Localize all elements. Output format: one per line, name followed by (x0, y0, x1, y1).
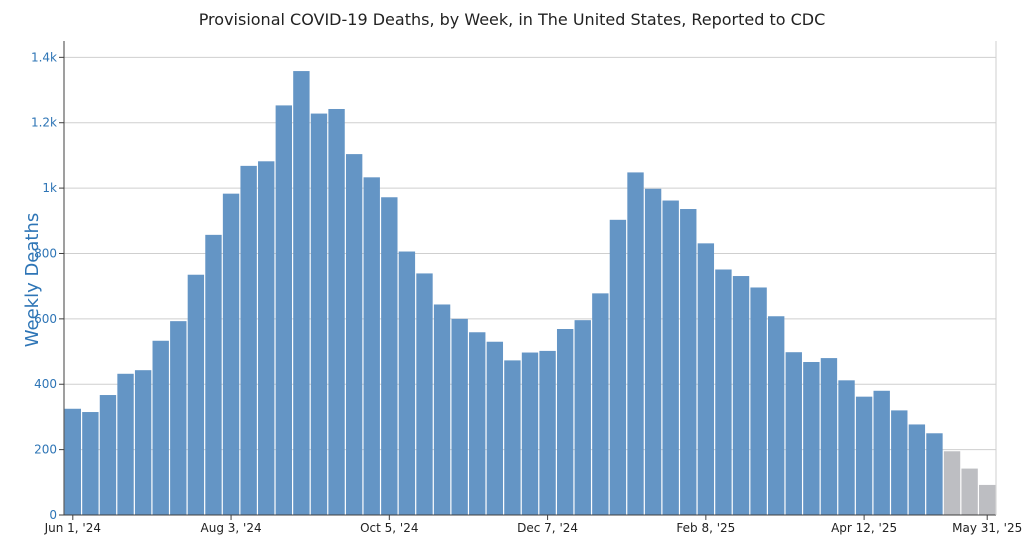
bar-2[interactable] (99, 395, 117, 515)
y-tick-label-4: 800 (34, 246, 57, 260)
bar-8[interactable] (205, 234, 222, 515)
bar-18[interactable] (381, 197, 398, 515)
bar-6[interactable] (170, 321, 187, 515)
bar-47[interactable] (891, 410, 908, 515)
bar-50[interactable] (943, 451, 961, 515)
y-tick-label-6: 1.2k (31, 116, 57, 130)
bar-20[interactable] (416, 273, 433, 515)
bar-21[interactable] (433, 304, 451, 515)
bar-43[interactable] (820, 358, 838, 515)
bar-42[interactable] (803, 362, 820, 515)
bar-41[interactable] (785, 352, 802, 515)
bar-44[interactable] (838, 380, 855, 515)
x-tick-label-4: Feb 8, '25 (676, 521, 735, 535)
chart-title: Provisional COVID-19 Deaths, by Week, in… (199, 10, 826, 29)
bar-5[interactable] (152, 340, 169, 515)
bar-39[interactable] (750, 287, 767, 515)
bar-31[interactable] (609, 219, 627, 515)
bar-4[interactable] (134, 370, 152, 515)
bar-27[interactable] (539, 350, 556, 515)
bar-51[interactable] (961, 468, 978, 515)
bar-36[interactable] (697, 243, 715, 515)
bar-32[interactable] (627, 172, 644, 515)
bar-9[interactable] (222, 193, 240, 515)
bar-23[interactable] (469, 332, 486, 515)
bar-24[interactable] (486, 341, 504, 515)
axes (63, 41, 997, 516)
bars (64, 71, 996, 516)
bar-49[interactable] (926, 433, 943, 515)
y-tick-labels: 0 200 400 600 800 1k 1.2k 1.4k (31, 50, 64, 522)
x-tick-labels: Jun 1, '24 Aug 3, '24 Oct 5, '24 Dec 7, '24… (44, 515, 1022, 535)
bar-17[interactable] (363, 177, 380, 515)
bar-37[interactable] (715, 269, 732, 516)
bar-48[interactable] (908, 424, 926, 515)
bar-15[interactable] (328, 108, 345, 516)
bar-29[interactable] (574, 320, 591, 515)
y-tick-label-1: 200 (34, 443, 57, 457)
bar-28[interactable] (556, 329, 574, 515)
y-tick-label-0: 0 (49, 508, 57, 522)
bar-40[interactable] (768, 316, 785, 515)
y-tick-label-2: 400 (34, 377, 57, 391)
y-tick-label-3: 600 (34, 312, 57, 326)
bar-22[interactable] (451, 318, 468, 515)
x-tick-label-3: Dec 7, '24 (517, 521, 578, 535)
bar-0[interactable] (64, 408, 81, 515)
bar-13[interactable] (293, 71, 310, 515)
bar-30[interactable] (592, 293, 609, 515)
bar-45[interactable] (855, 396, 873, 515)
bar-7[interactable] (187, 274, 205, 515)
bar-33[interactable] (644, 188, 662, 515)
y-tick-label-5: 1k (42, 181, 57, 195)
bar-3[interactable] (117, 373, 134, 515)
bar-25[interactable] (504, 360, 521, 515)
bar-26[interactable] (521, 352, 539, 515)
bar-19[interactable] (398, 251, 416, 515)
bar-52[interactable] (979, 484, 996, 515)
bar-12[interactable] (275, 105, 292, 516)
x-tick-label-6: May 31, '25 (952, 521, 1022, 535)
bar-16[interactable] (345, 154, 363, 516)
bar-11[interactable] (258, 161, 275, 516)
bar-38[interactable] (732, 276, 750, 515)
bar-1[interactable] (82, 412, 99, 515)
y-axis-label: Weekly Deaths (22, 213, 43, 348)
bar-10[interactable] (240, 165, 257, 515)
x-tick-label-1: Aug 3, '24 (201, 521, 262, 535)
x-tick-label-0: Jun 1, '24 (44, 521, 101, 535)
x-tick-label-5: Apr 12, '25 (831, 521, 897, 535)
y-tick-label-7: 1.4k (31, 50, 57, 64)
bar-34[interactable] (662, 200, 679, 515)
bar-14[interactable] (310, 113, 328, 515)
bar-35[interactable] (680, 209, 697, 515)
x-tick-label-2: Oct 5, '24 (360, 521, 418, 535)
bar-46[interactable] (873, 390, 890, 515)
